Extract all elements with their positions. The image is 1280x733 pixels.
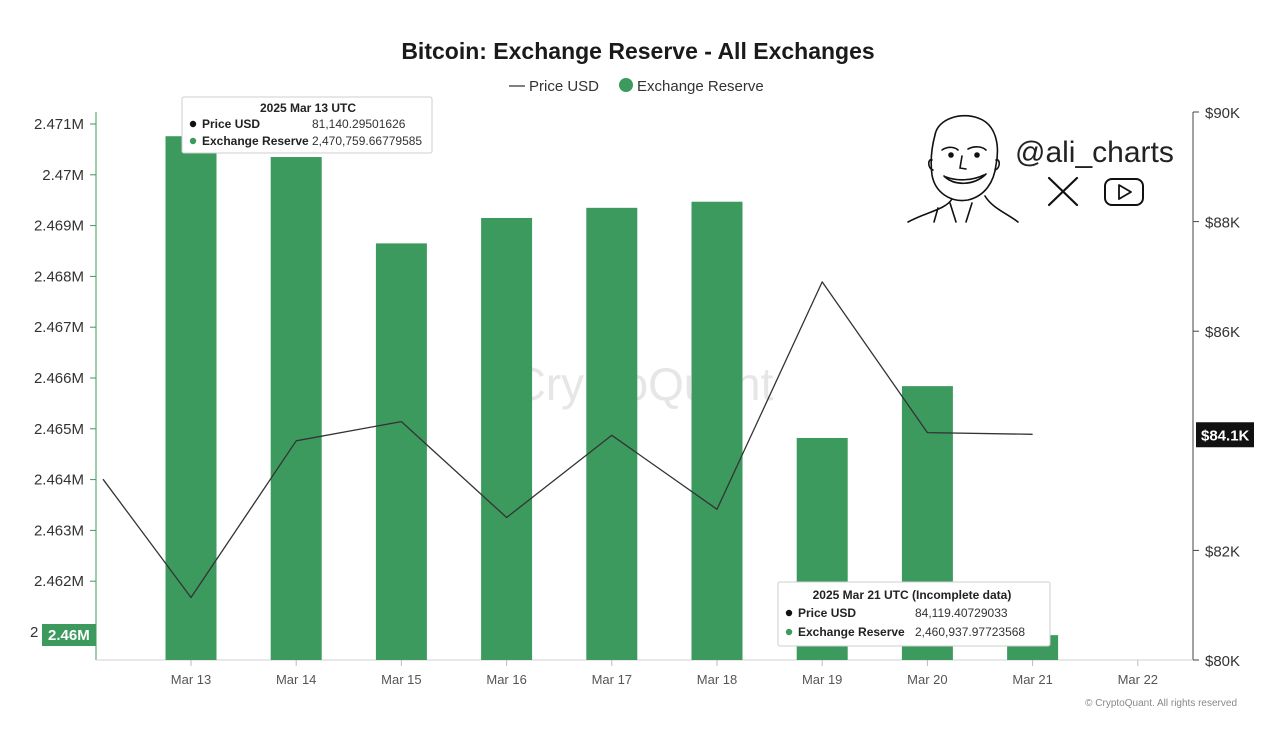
bar-mar-17 [586,207,638,660]
price-line-group [102,281,1033,599]
left-axis-ticks: 2.471M 2.47M 2.469M 2.468M 2.467M 2.466M 2.465… [30,116,96,641]
bar-mar-16 [481,217,533,661]
left-badge-bg [42,624,96,646]
tooltip-mar13-reserve-value: 2,470,759.66779585 [312,134,422,148]
x-tick-label: Mar 17 [592,672,632,687]
right-current-badge [1196,422,1254,448]
legend-reserve-label: Exchange Reserve [637,78,764,95]
tooltip-mar13: 2025 Mar 13 UTC Price USD 81,140.2950162… [181,96,433,154]
tooltip-mar21-price-label: Price USD [798,606,856,620]
x-tick-label: Mar 15 [381,672,421,687]
right-tick-label: $88K [1205,215,1240,232]
bar-mar-18 [691,201,743,660]
left-tick-label: 2.469M [34,218,84,235]
tooltip-mar21-reserve-dot [785,628,793,636]
right-tick-label: $82K [1205,543,1240,560]
x-axis-ticks: Mar 13 Mar 14 Mar 15 Mar 16 Mar 17 Mar 18 Mar … [171,660,1158,687]
tooltip-mar13-reserve-label: Exchange Reserve [202,134,309,148]
x-tick-label: Mar 21 [1012,672,1052,687]
left-tick-label: 2.47M [42,167,84,184]
tooltip-mar13-price-dot [189,120,197,128]
x-tick-label: Mar 22 [1118,672,1158,687]
tooltip-mar21-reserve-label: Exchange Reserve [798,625,905,639]
cartoon-face-icon [907,114,1019,223]
right-current-badge-label: $84.1K [1201,427,1250,444]
left-tick-label: 2.462M [34,573,84,590]
tooltip-mar13-price-label: Price USD [202,117,260,131]
left-tick-label: 2.468M [34,268,84,285]
left-current-badge: 2.46M [42,624,96,646]
price-usd-line [102,281,1033,599]
legend-circle-marker [619,78,633,92]
youtube-icon[interactable] [1104,178,1144,206]
copyright-text: © CryptoQuant. All rights reserved [1085,698,1237,709]
x-tick-label: Mar 14 [276,672,316,687]
left-tick-label: 2 [30,624,38,641]
handle-text: @ali_charts [1015,136,1174,169]
legend: Price USD Exchange Reserve [509,78,764,95]
right-axis-ticks: $90K $88K $86K $84.1K $82K $80K [1193,105,1254,670]
bar-mar-13 [165,136,217,661]
x-tick-label: Mar 20 [907,672,947,687]
bars-group [165,136,1059,661]
tooltip-mar13-box [181,96,433,154]
left-tick-label: 2.466M [34,370,84,387]
x-tick-label: Mar 19 [802,672,842,687]
tooltip-mar21-box [777,581,1051,647]
right-tick-label: $80K [1205,653,1240,670]
left-tick-label: 2.464M [34,472,84,489]
right-tick-label: $90K [1205,105,1240,122]
tooltip-mar21-title: 2025 Mar 21 UTC (Incomplete data) [813,588,1012,602]
x-tick-label: Mar 16 [486,672,526,687]
tooltip-mar21-price-dot [785,609,793,617]
tooltip-mar13-title: 2025 Mar 13 UTC [260,101,356,115]
left-tick-label: 2.465M [34,421,84,438]
bar-mar-14 [270,157,322,660]
tooltip-mar13-price-value: 81,140.29501626 [312,117,406,131]
tooltip-mar21: 2025 Mar 21 UTC (Incomplete data) Price … [777,581,1051,647]
right-tick-label: $86K [1205,324,1240,341]
left-tick-label: 2.467M [34,319,84,336]
left-badge-label: 2.46M [48,627,90,644]
left-tick-label: 2.463M [34,522,84,539]
legend-price-label: Price USD [529,78,599,95]
x-tick-label: Mar 18 [697,672,737,687]
x-tick-label: Mar 13 [171,672,211,687]
tooltip-mar13-reserve-dot [189,137,197,145]
tooltip-mar21-price-value: 84,119.40729033 [915,606,1008,620]
x-icon[interactable] [1047,176,1079,207]
tooltip-mar21-reserve-value: 2,460,937.97723568 [915,625,1025,639]
left-tick-label: 2.471M [34,116,84,133]
chart-title: Bitcoin: Exchange Reserve - All Exchange… [401,38,874,64]
bar-mar-15 [375,243,427,660]
